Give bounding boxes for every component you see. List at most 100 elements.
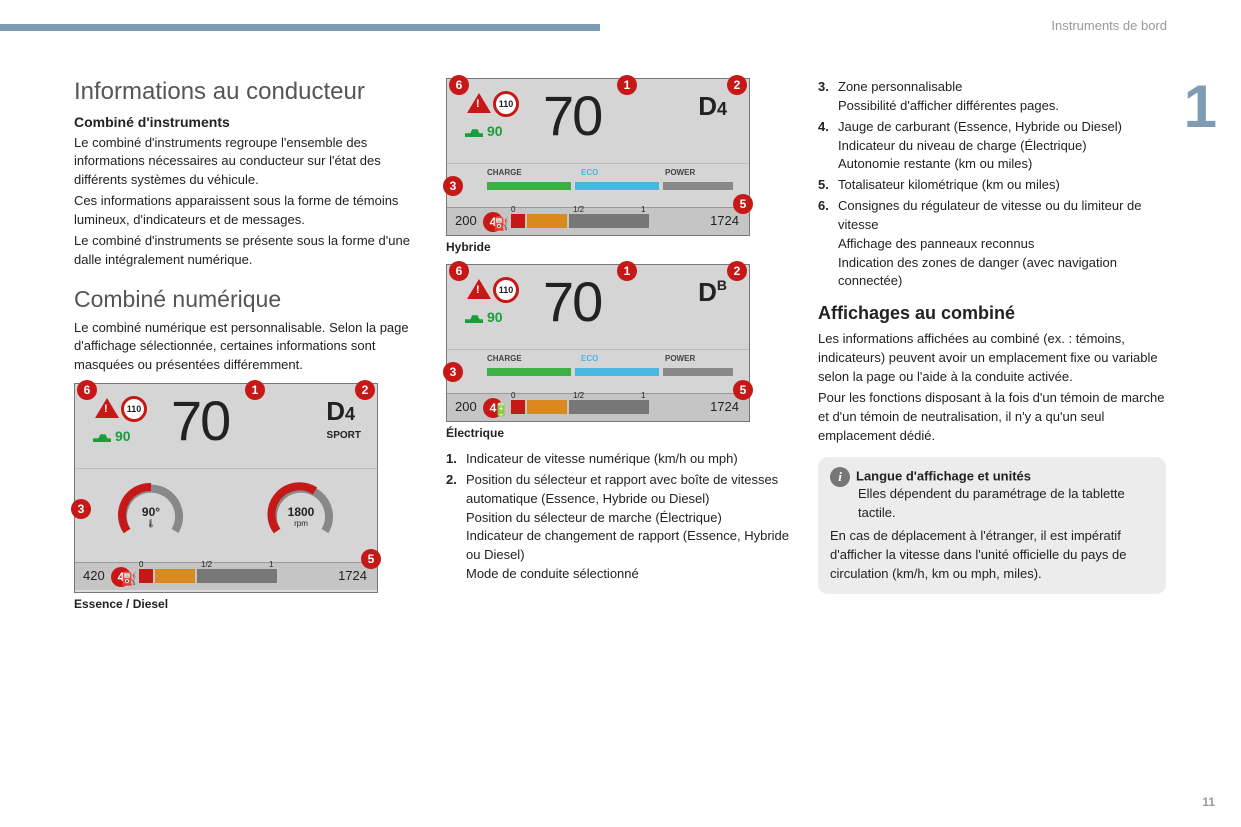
seg-label-eco: ECO	[581, 354, 598, 363]
fuel-tick: 1	[641, 205, 645, 214]
legend-item-5: 5.Totalisateur kilométrique (km ou miles…	[818, 176, 1166, 195]
rpm-gauge: 1800 rpm	[265, 479, 337, 551]
fuel-tick: 1	[269, 560, 273, 569]
range-value: 200	[455, 213, 477, 228]
header-accent-bar	[0, 24, 600, 31]
callout-2: 2	[727, 75, 747, 95]
speed-sign-icon: 110	[493, 277, 519, 303]
paragraph: Pour les fonctions disposant à la fois d…	[818, 389, 1166, 446]
legend-list-cont: 3.Zone personnalisable Possibilité d'aff…	[818, 78, 1166, 291]
callout-2: 2	[355, 380, 375, 400]
cruise-value: 90	[115, 428, 131, 444]
page-number: 11	[1202, 795, 1215, 809]
paragraph: Le combiné numérique est personnalisable…	[74, 319, 422, 376]
speed-value: 70	[543, 269, 601, 334]
heading-main: Informations au conducteur	[74, 78, 422, 106]
cruise-value: 90	[487, 309, 503, 325]
cluster-caption-electric: Électrique	[446, 426, 794, 440]
cluster-diagram-hybrid: 6 1 2 110 90 70 D4 3 CHARGE ECO POWER 5 …	[446, 78, 750, 236]
callout-1: 1	[617, 261, 637, 281]
fuel-pump-icon: ⛽	[493, 216, 509, 232]
warning-triangle-icon	[95, 398, 119, 418]
power-meter	[487, 368, 733, 376]
callout-2: 2	[727, 261, 747, 281]
gear-indicator: D4	[326, 396, 355, 427]
fuel-tick: 1/2	[573, 391, 584, 400]
battery-icon: 🔋	[493, 402, 509, 418]
info-title: Langue d'affichage et unités	[856, 469, 1031, 484]
cruise-icon	[93, 432, 111, 442]
odometer-value: 1724	[338, 568, 367, 583]
rpm-value: 1800	[265, 505, 337, 519]
fuel-tick: 0	[511, 205, 515, 214]
callout-1: 1	[245, 380, 265, 400]
legend-item-6: 6.Consignes du régulateur de vitesse ou …	[818, 197, 1166, 291]
temp-gauge: 90° 🌡	[115, 479, 187, 551]
heading-displays: Affichages au combiné	[818, 303, 1166, 324]
cluster-caption-petrol: Essence / Diesel	[74, 597, 422, 611]
paragraph: Ces informations apparaissent sous la fo…	[74, 192, 422, 230]
legend-item-4: 4.Jauge de carburant (Essence, Hybride o…	[818, 118, 1166, 175]
speed-sign-icon: 110	[493, 91, 519, 117]
info-line: En cas de déplacement à l'étranger, il e…	[830, 527, 1154, 584]
legend-item-1: 1.Indicateur de vitesse numérique (km/h …	[446, 450, 794, 469]
rpm-unit: rpm	[265, 519, 337, 528]
cruise-icon	[465, 127, 483, 137]
callout-3: 3	[71, 499, 91, 519]
cruise-indicator: 90	[93, 428, 131, 444]
callout-1: 1	[617, 75, 637, 95]
callout-5: 5	[733, 194, 753, 214]
paragraph: Le combiné d'instruments regroupe l'ense…	[74, 134, 422, 191]
info-line: Elles dépendent du paramétrage de la tab…	[858, 485, 1154, 523]
callout-6: 6	[77, 380, 97, 400]
subheading-combine: Combiné d'instruments	[74, 114, 422, 130]
content-columns: Informations au conducteur Combiné d'ins…	[74, 78, 1174, 621]
cluster-diagram-petrol: 6 1 2 110 90 70 D4 SPORT 3 90° 🌡	[74, 383, 378, 593]
speed-sign-icon: 110	[121, 396, 147, 422]
speed-value: 70	[171, 388, 229, 453]
callout-5: 5	[733, 380, 753, 400]
drive-mode: SPORT	[327, 430, 361, 441]
column-2: 6 1 2 110 90 70 D4 3 CHARGE ECO POWER 5 …	[446, 78, 794, 621]
seg-label-power: POWER	[665, 168, 695, 177]
gear-indicator: DB	[698, 277, 727, 308]
charge-gauge: 🔋 0 1/2 1	[511, 400, 651, 414]
cruise-icon	[465, 313, 483, 323]
chapter-number: 1	[1184, 72, 1217, 141]
cruise-indicator: 90	[465, 123, 503, 139]
legend-list: 1.Indicateur de vitesse numérique (km/h …	[446, 450, 794, 584]
range-value: 420	[83, 568, 105, 583]
column-1: Informations au conducteur Combiné d'ins…	[74, 78, 422, 621]
paragraph: Les informations affichées au combiné (e…	[818, 330, 1166, 387]
fuel-tick: 1/2	[573, 205, 584, 214]
fuel-tick: 1/2	[201, 560, 212, 569]
cluster-caption-hybrid: Hybride	[446, 240, 794, 254]
callout-6: 6	[449, 75, 469, 95]
temp-value: 90°	[115, 505, 187, 519]
column-3: 3.Zone personnalisable Possibilité d'aff…	[818, 78, 1166, 621]
section-title: Instruments de bord	[1051, 18, 1167, 33]
warning-triangle-icon	[467, 93, 491, 113]
legend-item-2: 2.Position du sélecteur et rapport avec …	[446, 471, 794, 584]
callout-3: 3	[443, 362, 463, 382]
fuel-gauge: ⛽ 0 1/2 1	[511, 214, 651, 228]
paragraph: Le combiné d'instruments se présente sou…	[74, 232, 422, 270]
seg-label-charge: CHARGE	[487, 354, 522, 363]
fuel-pump-icon: ⛽	[121, 571, 137, 587]
fuel-tick: 0	[511, 391, 515, 400]
fuel-tick: 0	[139, 560, 143, 569]
temp-icon: 🌡	[115, 519, 187, 528]
info-icon: i	[830, 467, 850, 487]
legend-item-3: 3.Zone personnalisable Possibilité d'aff…	[818, 78, 1166, 116]
odometer-value: 1724	[710, 399, 739, 414]
info-box: i Langue d'affichage et unités Elles dépe…	[818, 457, 1166, 593]
cruise-value: 90	[487, 123, 503, 139]
fuel-tick: 1	[641, 391, 645, 400]
heading-digital: Combiné numérique	[74, 286, 422, 313]
seg-label-eco: ECO	[581, 168, 598, 177]
cruise-indicator: 90	[465, 309, 503, 325]
callout-3: 3	[443, 176, 463, 196]
fuel-gauge: ⛽ 0 1/2 1	[139, 569, 279, 583]
callout-5: 5	[361, 549, 381, 569]
callout-6: 6	[449, 261, 469, 281]
